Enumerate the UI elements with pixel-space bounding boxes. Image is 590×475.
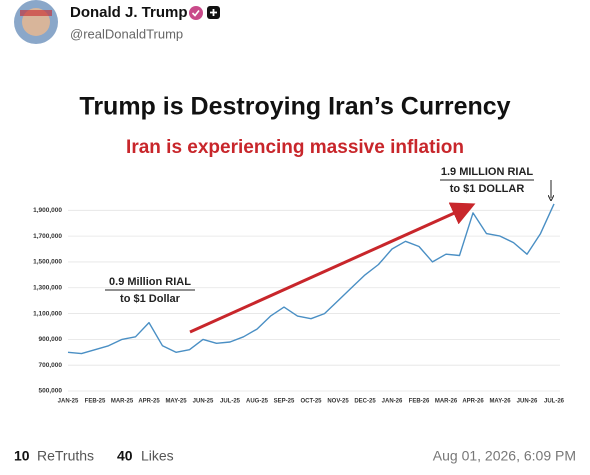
x-tick-label: MAY-26 [489, 399, 511, 405]
y-tick-label: 1,300,000 [33, 284, 62, 291]
x-tick-label: JUL-25 [220, 399, 241, 405]
x-tick-label: JUN-25 [193, 399, 214, 405]
badge-check [191, 10, 200, 17]
x-tick-label: MAR-25 [111, 399, 134, 405]
annotation: 0.9 Million RIAL [109, 276, 191, 288]
chart: Trump is Destroying Iran’s Currency Iran… [33, 93, 565, 405]
annotation: 1.9 MILLION RIAL [441, 166, 534, 178]
x-tick-label: APR-25 [138, 399, 160, 405]
chart-subtitle: Iran is experiencing massive inflation [126, 137, 464, 158]
x-tick-label: JAN-26 [382, 399, 403, 405]
x-tick-label: MAR-26 [435, 399, 458, 405]
y-tick-label: 700,000 [39, 362, 63, 369]
y-tick-label: 1,100,000 [33, 310, 62, 317]
x-tick-label: MAY-25 [165, 399, 187, 405]
y-tick-label: 1,500,000 [33, 259, 62, 266]
chart-title: Trump is Destroying Iran’s Currency [79, 93, 510, 121]
x-tick-label: AUG-25 [246, 399, 269, 405]
y-tick-label: 900,000 [39, 336, 63, 343]
y-tick-label: 1,900,000 [33, 207, 62, 214]
x-tick-label: JUL-26 [544, 399, 565, 405]
likes-count[interactable]: 40 [117, 448, 133, 464]
y-tick-label: 1,700,000 [33, 233, 62, 240]
x-tick-label: FEB-25 [85, 399, 106, 405]
retruths-label[interactable]: ReTruths [37, 448, 94, 464]
x-tick-label: NOV-25 [327, 399, 349, 405]
likes-label[interactable]: Likes [141, 448, 174, 464]
x-tick-label: JUN-26 [517, 399, 538, 405]
x-tick-label: OCT-25 [300, 399, 322, 405]
annotation: to $1 Dollar [120, 293, 181, 305]
platform-icon-plus [210, 9, 217, 16]
x-tick-label: APR-26 [462, 399, 484, 405]
y-tick-label: 500,000 [39, 388, 63, 395]
x-tick-label: DEC-25 [354, 399, 376, 405]
x-tick-label: JAN-25 [58, 399, 79, 405]
annotation: to $1 DOLLAR [450, 183, 525, 195]
avatar[interactable] [14, 0, 58, 44]
timestamp: Aug 01, 2026, 6:09 PM [433, 448, 576, 464]
retruths-count[interactable]: 10 [14, 448, 30, 464]
x-tick-label: FEB-26 [409, 399, 430, 405]
handle[interactable]: @realDonaldTrump [70, 26, 183, 41]
x-tick-label: SEP-25 [274, 399, 295, 405]
trend-arrow [189, 202, 476, 334]
author[interactable]: Donald J. Trump [70, 4, 188, 21]
